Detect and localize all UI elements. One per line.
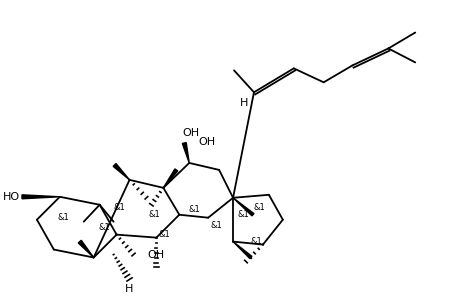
Polygon shape xyxy=(233,198,254,216)
Polygon shape xyxy=(78,240,94,258)
Polygon shape xyxy=(233,242,252,259)
Text: &1: &1 xyxy=(210,221,222,230)
Text: &1: &1 xyxy=(237,210,249,219)
Text: HO: HO xyxy=(3,192,20,202)
Text: OH: OH xyxy=(182,128,199,138)
Text: &1: &1 xyxy=(159,230,170,239)
Polygon shape xyxy=(113,163,129,180)
Text: &1: &1 xyxy=(253,203,265,212)
Text: H: H xyxy=(240,98,248,108)
Text: &1: &1 xyxy=(113,203,125,212)
Text: &1: &1 xyxy=(250,237,262,246)
Text: &1: &1 xyxy=(189,205,200,214)
Text: &1: &1 xyxy=(58,213,70,222)
Polygon shape xyxy=(182,143,189,163)
Text: &1: &1 xyxy=(149,210,160,219)
Text: &1: &1 xyxy=(99,223,111,232)
Text: OH: OH xyxy=(148,249,165,259)
Polygon shape xyxy=(22,195,60,199)
Text: OH: OH xyxy=(198,137,215,147)
Polygon shape xyxy=(163,169,178,188)
Text: H: H xyxy=(125,284,134,294)
